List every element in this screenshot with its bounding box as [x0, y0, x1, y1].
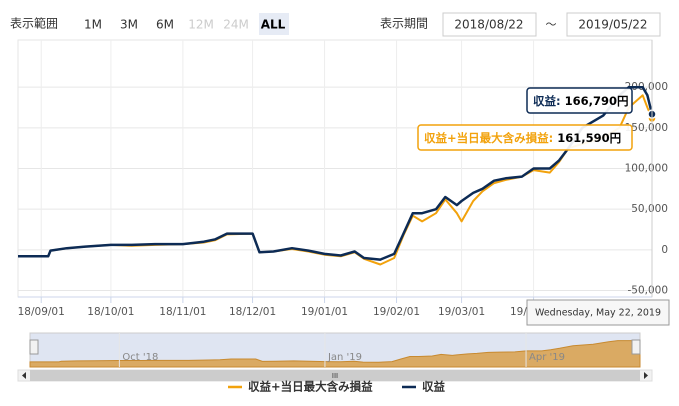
tooltip-value: 166,790円: [565, 94, 629, 108]
range-button: 24M: [223, 18, 249, 32]
navigator-label: Oct '18: [122, 352, 158, 363]
range-button[interactable]: 1M: [84, 18, 102, 32]
scroll-left[interactable]: [22, 372, 26, 379]
x-tick-label: 18/11/01: [159, 306, 206, 318]
range-button[interactable]: 3M: [120, 18, 138, 32]
separator: ～: [546, 18, 557, 31]
range-button[interactable]: 6M: [156, 18, 174, 32]
tooltip-label: 収益+当日最大含み損益:: [424, 131, 553, 145]
x-tick-label: 19/03/01: [438, 306, 485, 318]
x-tick-label: 19/01/01: [301, 306, 348, 318]
navigator-handle[interactable]: [29, 339, 39, 355]
from-input[interactable]: [442, 12, 537, 37]
legend-label[interactable]: 収益+当日最大含み損益: [248, 380, 373, 394]
y-tick-label: 0: [661, 244, 668, 256]
y-tick-label: 50,000: [631, 203, 668, 215]
period-label: 表示期間: [380, 17, 428, 31]
y-tick-label: 150,000: [625, 122, 668, 134]
x-tick-label: 19/02/01: [373, 306, 420, 318]
range-button-bg: [259, 13, 289, 35]
y-tick-label: 200,000: [625, 81, 668, 93]
navigator-label: Jan '19: [327, 352, 362, 363]
range-button[interactable]: ALL: [261, 18, 286, 32]
series-line: [18, 85, 654, 261]
x-tick-label: 18/10/01: [87, 306, 134, 318]
tooltip-box: [526, 87, 633, 114]
y-tick-label: 100,000: [625, 163, 668, 175]
scroll-right[interactable]: [644, 372, 648, 379]
x-tick-label: 18/12/01: [229, 306, 276, 318]
tooltip-text: 収益: 166,790円: [533, 94, 629, 108]
date-tooltip: Wednesday, May 22, 2019: [535, 308, 661, 319]
navigator-handle[interactable]: [631, 339, 641, 355]
tooltip-value: 161,590円: [557, 131, 621, 145]
tooltip-label: 収益:: [533, 94, 561, 108]
tooltip-box: [417, 124, 633, 151]
date-tooltip-box: [526, 299, 670, 326]
range-label: 表示範囲: [10, 16, 58, 31]
to-date: 2019/05/22: [578, 18, 647, 32]
y-tick-label: -50,000: [627, 284, 668, 296]
scrollbar-grip: III: [332, 372, 338, 380]
tooltip-text: 収益+当日最大含み損益: 161,590円: [424, 131, 621, 145]
legend-label[interactable]: 収益: [422, 380, 445, 394]
navigator-area: [29, 340, 641, 368]
from-date: 2018/08/22: [454, 18, 523, 32]
navigator-label: Apr '19: [529, 352, 565, 363]
x-tick-label: 18/09/01: [18, 306, 65, 318]
range-button: 12M: [188, 18, 214, 32]
to-input[interactable]: [566, 12, 661, 37]
scrollbar-thumb[interactable]: [30, 370, 640, 381]
